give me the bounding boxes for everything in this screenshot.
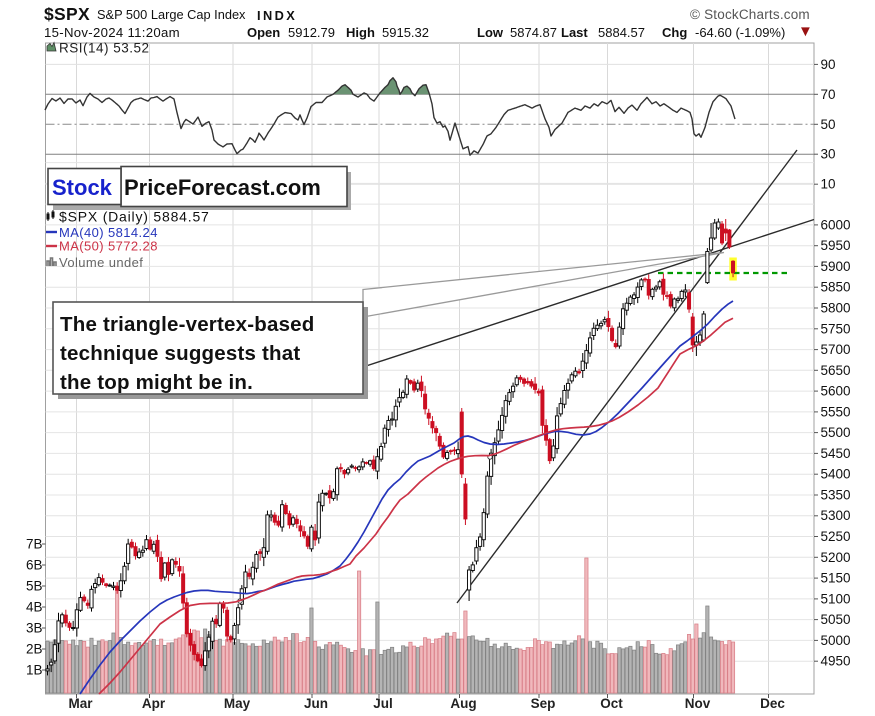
svg-text:4950: 4950 — [821, 654, 851, 669]
svg-text:5950: 5950 — [821, 238, 851, 253]
svg-text:5800: 5800 — [821, 301, 851, 316]
svg-text:PriceForecast.com: PriceForecast.com — [124, 175, 321, 200]
svg-text:Stock: Stock — [52, 175, 113, 200]
svg-text:5150: 5150 — [821, 571, 851, 586]
svg-text:5100: 5100 — [821, 591, 851, 606]
svg-text:technique suggests that: technique suggests that — [60, 342, 300, 365]
svg-text:Nov: Nov — [685, 696, 711, 711]
svg-text:5550: 5550 — [821, 404, 851, 419]
svg-text:5050: 5050 — [821, 612, 851, 627]
svg-text:5750: 5750 — [821, 321, 851, 336]
svg-text:May: May — [224, 696, 251, 711]
svg-text:Jul: Jul — [373, 696, 393, 711]
svg-text:5250: 5250 — [821, 529, 851, 544]
svg-text:Volume undef: Volume undef — [59, 255, 143, 270]
svg-text:the top might be in.: the top might be in. — [60, 371, 253, 394]
svg-text:1B: 1B — [26, 663, 43, 678]
svg-text:4B: 4B — [26, 600, 43, 615]
svg-text:Sep: Sep — [531, 696, 556, 711]
svg-text:6000: 6000 — [821, 217, 851, 232]
svg-text:5200: 5200 — [821, 550, 851, 565]
svg-text:5700: 5700 — [821, 342, 851, 357]
svg-text:7B: 7B — [26, 537, 43, 552]
svg-text:5000: 5000 — [821, 633, 851, 648]
svg-text:$SPX (Daily) 5884.57: $SPX (Daily) 5884.57 — [59, 209, 210, 225]
svg-text:Jun: Jun — [304, 696, 328, 711]
svg-text:5300: 5300 — [821, 508, 851, 523]
svg-text:Apr: Apr — [142, 696, 166, 711]
svg-text:5850: 5850 — [821, 280, 851, 295]
svg-text:Oct: Oct — [600, 696, 623, 711]
svg-text:5400: 5400 — [821, 467, 851, 482]
svg-text:5B: 5B — [26, 579, 43, 594]
svg-text:Dec: Dec — [760, 696, 785, 711]
svg-text:10: 10 — [821, 177, 836, 192]
svg-text:Aug: Aug — [450, 696, 476, 711]
svg-text:50: 50 — [821, 117, 836, 132]
svg-text:6B: 6B — [26, 558, 43, 573]
svg-text:3B: 3B — [26, 621, 43, 636]
svg-text:5350: 5350 — [821, 488, 851, 503]
svg-text:30: 30 — [821, 147, 836, 162]
svg-text:5500: 5500 — [821, 425, 851, 440]
svg-text:2B: 2B — [26, 642, 43, 657]
svg-text:The triangle-vertex-based: The triangle-vertex-based — [60, 313, 315, 336]
svg-text:Mar: Mar — [68, 696, 93, 711]
svg-text:RSI(14) 53.52: RSI(14) 53.52 — [59, 41, 150, 56]
svg-text:70: 70 — [821, 87, 836, 102]
svg-text:5900: 5900 — [821, 259, 851, 274]
svg-text:90: 90 — [821, 57, 836, 72]
svg-text:MA(40) 5814.24: MA(40) 5814.24 — [59, 225, 158, 240]
svg-text:MA(50) 5772.28: MA(50) 5772.28 — [59, 239, 158, 254]
svg-text:5450: 5450 — [821, 446, 851, 461]
svg-text:5650: 5650 — [821, 363, 851, 378]
svg-text:5600: 5600 — [821, 384, 851, 399]
